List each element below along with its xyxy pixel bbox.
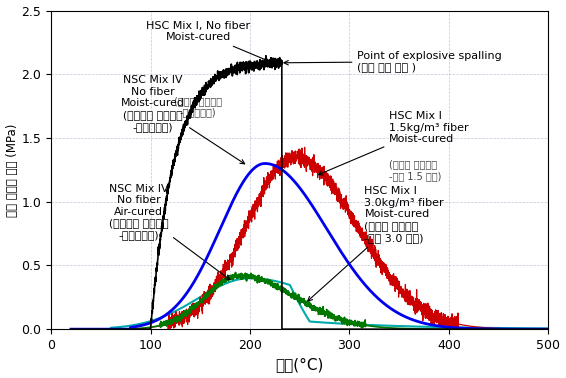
Y-axis label: 내부 수증기 압력 (MPa): 내부 수증기 압력 (MPa): [6, 123, 19, 217]
Text: NSC Mix IV
No fiber
Air-cured
(일반강도 가중양생
-섬유무혼입): NSC Mix IV No fiber Air-cured (일반강도 가중양생…: [109, 184, 230, 280]
Text: NSC Mix IV
No fiber
Moist-cured
(일반감도 습윤양생
-섬유무혼입): NSC Mix IV No fiber Moist-cured (일반감도 습윤…: [121, 75, 245, 164]
Text: Point of explosive spalling
(폭렬 발생 시점 ): Point of explosive spalling (폭렬 발생 시점 ): [284, 51, 502, 72]
Text: HSC Mix I
1.5kg/m³ fiber
Moist-cured: HSC Mix I 1.5kg/m³ fiber Moist-cured: [318, 111, 469, 175]
Text: (고강도 습윤양생
-섬유 1.5 혼입): (고강도 습윤양생 -섬유 1.5 혼입): [389, 160, 441, 181]
Text: HSC Mix I
3.0kg/m³ fiber
Moist-cured
(고강도 습윤양생
-섬유 3.0 혼입): HSC Mix I 3.0kg/m³ fiber Moist-cured (고강…: [308, 186, 444, 301]
Text: (고강도 습윤양생
-섬유무혼입): (고강도 습윤양생 -섬유무혼입): [174, 96, 222, 118]
X-axis label: 온도(°C): 온도(°C): [276, 358, 324, 372]
Text: HSC Mix I, No fiber
Moist-cured: HSC Mix I, No fiber Moist-cured: [146, 21, 275, 64]
